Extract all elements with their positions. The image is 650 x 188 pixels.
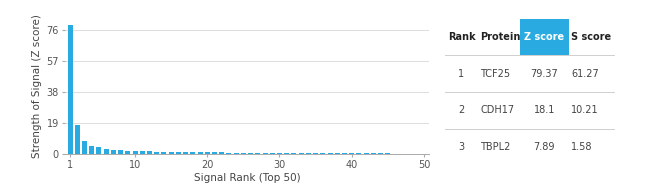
Bar [68,25,73,154]
Bar [226,152,231,154]
Text: 79.37: 79.37 [530,69,558,79]
Bar [328,153,333,154]
Bar [277,153,282,154]
Bar [147,151,152,154]
Bar [248,153,253,154]
Bar [320,153,326,154]
Bar [103,149,109,154]
Bar [198,152,203,154]
Bar [89,146,94,154]
Text: 10.21: 10.21 [571,105,599,115]
Bar [219,152,224,154]
Bar [356,153,361,154]
Text: Z score: Z score [525,32,564,42]
Text: TCF25: TCF25 [480,69,510,79]
Bar [96,147,101,154]
Text: 2: 2 [458,105,465,115]
Bar [190,152,196,154]
Bar [82,141,87,154]
Bar [335,153,340,154]
Bar [118,150,123,154]
Text: S score: S score [571,32,612,42]
Text: CDH17: CDH17 [480,105,514,115]
Bar [140,151,145,154]
Bar [349,153,354,154]
Bar [270,153,275,154]
Bar [154,152,159,154]
Bar [183,152,188,154]
Bar [241,153,246,154]
Text: 18.1: 18.1 [534,105,555,115]
Bar [298,153,304,154]
Text: TBPL2: TBPL2 [480,142,511,152]
Bar [291,153,296,154]
Text: 7.89: 7.89 [534,142,555,152]
Bar [111,150,116,154]
Y-axis label: Strength of Signal (Z score): Strength of Signal (Z score) [32,14,42,158]
Bar [205,152,210,154]
Bar [385,153,391,154]
Bar [263,153,268,154]
Text: 3: 3 [458,142,465,152]
Bar [342,153,347,154]
Text: 1: 1 [458,69,465,79]
Bar [168,152,174,154]
X-axis label: Signal Rank (Top 50): Signal Rank (Top 50) [194,173,300,183]
Text: Rank: Rank [448,32,475,42]
Bar [212,152,217,154]
Bar [75,125,80,154]
Bar [371,153,376,154]
Text: 1.58: 1.58 [571,142,593,152]
Bar [284,153,289,154]
Bar [176,152,181,154]
Bar [313,153,318,154]
Bar [133,151,138,154]
Bar [363,153,369,154]
Bar [255,153,261,154]
Bar [378,153,383,154]
Bar [161,152,166,154]
Bar [233,153,239,154]
Text: 61.27: 61.27 [571,69,599,79]
Text: Protein: Protein [480,32,521,42]
Bar [306,153,311,154]
Bar [125,151,131,154]
